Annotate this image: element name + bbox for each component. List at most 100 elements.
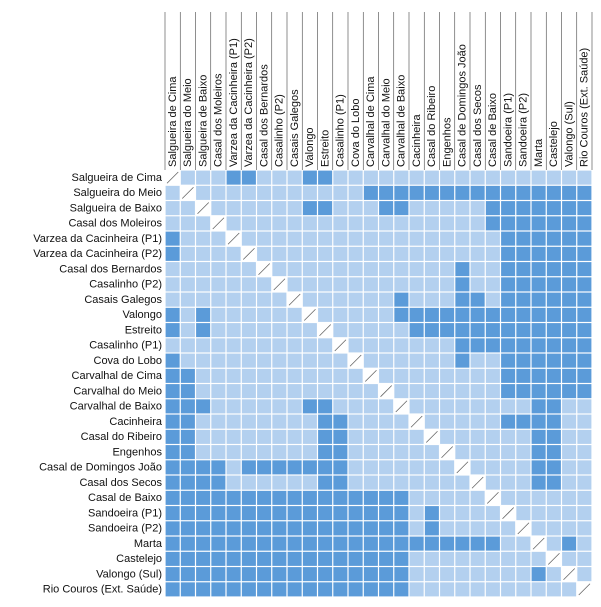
column-label: Rio Couros (Ext. Saúde) (579, 48, 591, 167)
matrix-cell (348, 246, 363, 261)
matrix-cell (196, 368, 211, 383)
matrix-cell (302, 338, 317, 353)
matrix-cell (211, 460, 226, 475)
row-label: Carvalhal de Cima (72, 370, 163, 382)
matrix-cell (318, 414, 333, 429)
column-label: Casal dos Secos (472, 84, 484, 167)
matrix-cell (302, 475, 317, 490)
matrix-cell (440, 307, 455, 322)
matrix-cell (196, 475, 211, 490)
matrix-cell (455, 307, 470, 322)
matrix-cell (485, 384, 500, 399)
matrix-cell (424, 216, 439, 231)
matrix-cell (180, 323, 195, 338)
matrix-cell (379, 460, 394, 475)
matrix-cell (302, 170, 317, 185)
matrix-cell (531, 521, 546, 536)
matrix-cell (440, 551, 455, 566)
matrix-cell (226, 170, 241, 185)
matrix-cell (165, 353, 180, 368)
matrix-cell (485, 567, 500, 582)
matrix-cell (348, 201, 363, 216)
matrix-cell (485, 460, 500, 475)
matrix-cell (226, 262, 241, 277)
diagonal-slash (425, 430, 438, 443)
matrix-cell (180, 307, 195, 322)
matrix-cell (333, 536, 348, 551)
matrix-cell (516, 307, 531, 322)
matrix-cell (577, 216, 592, 231)
matrix-cell (516, 262, 531, 277)
matrix-cell (379, 338, 394, 353)
matrix-cell (531, 216, 546, 231)
matrix-cell (455, 185, 470, 200)
matrix-cell (562, 262, 577, 277)
matrix-cell (379, 231, 394, 246)
matrix-cell (272, 521, 287, 536)
column-label: Varzea da Cacinheira (P2) (243, 38, 255, 167)
column-label: Casais Galegos (289, 89, 301, 167)
matrix-cell (577, 536, 592, 551)
matrix-cells (165, 170, 592, 597)
matrix-cell (363, 216, 378, 231)
matrix-cell (409, 475, 424, 490)
matrix-cell (546, 536, 561, 551)
matrix-cell (531, 445, 546, 460)
matrix-cell (272, 490, 287, 505)
matrix-cell (272, 567, 287, 582)
matrix-cell (577, 185, 592, 200)
matrix-cell (516, 323, 531, 338)
matrix-cell (562, 536, 577, 551)
matrix-cell (333, 414, 348, 429)
matrix-cell (333, 231, 348, 246)
matrix-cell (302, 323, 317, 338)
matrix-cell (546, 262, 561, 277)
matrix-cell (180, 490, 195, 505)
matrix-cell (180, 368, 195, 383)
matrix-cell (455, 216, 470, 231)
matrix-cell (196, 384, 211, 399)
matrix-cell (470, 307, 485, 322)
matrix-cell (455, 201, 470, 216)
matrix-cell (455, 277, 470, 292)
matrix-cell (424, 445, 439, 460)
matrix-cell (302, 490, 317, 505)
matrix-cell (470, 429, 485, 444)
matrix-cell (165, 551, 180, 566)
matrix-cell (577, 246, 592, 261)
matrix-cell (562, 246, 577, 261)
matrix-cell (196, 170, 211, 185)
matrix-cell (302, 506, 317, 521)
matrix-cell (333, 216, 348, 231)
matrix-cell (531, 551, 546, 566)
diagonal-slash (288, 293, 301, 306)
matrix-cell (287, 368, 302, 383)
matrix-cell (348, 338, 363, 353)
diagonal-slash (517, 522, 530, 535)
diagonal-slash (380, 385, 393, 398)
matrix-cell (302, 277, 317, 292)
matrix-cell (516, 231, 531, 246)
matrix-cell (379, 292, 394, 307)
matrix-cell (485, 338, 500, 353)
matrix-cell (562, 292, 577, 307)
matrix-cell (318, 231, 333, 246)
matrix-cell (501, 338, 516, 353)
matrix-cell (257, 185, 272, 200)
matrix-cell (440, 292, 455, 307)
matrix-cell (546, 323, 561, 338)
column-label: Casalinho (P1) (335, 94, 347, 167)
matrix-cell (272, 231, 287, 246)
diagonal-slash (395, 400, 408, 413)
matrix-cell (180, 475, 195, 490)
matrix-cell (440, 338, 455, 353)
matrix-cell (363, 506, 378, 521)
matrix-cell (424, 460, 439, 475)
matrix-cell (562, 231, 577, 246)
matrix-cell (485, 506, 500, 521)
matrix-cell (455, 368, 470, 383)
matrix-cell (379, 185, 394, 200)
matrix-cell (196, 399, 211, 414)
matrix-cell (196, 460, 211, 475)
matrix-cell (455, 490, 470, 505)
